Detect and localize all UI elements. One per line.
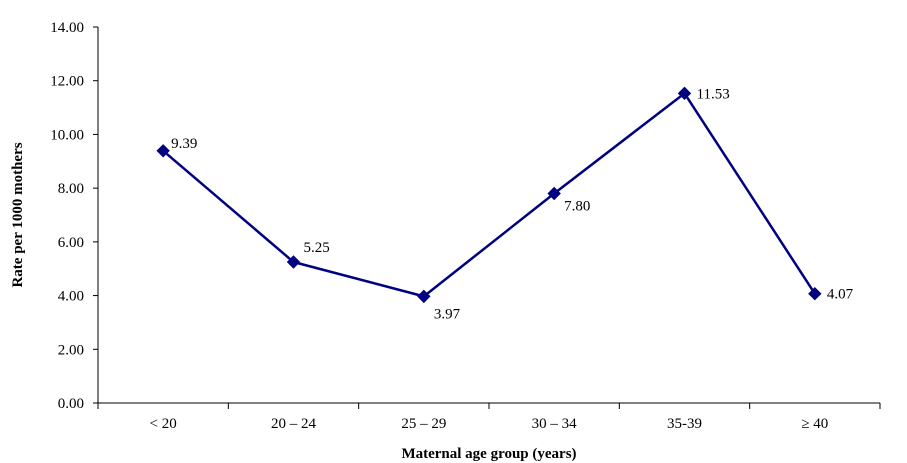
y-tick-label: 8.00 xyxy=(58,181,84,197)
data-point-marker xyxy=(677,86,692,101)
data-point-marker xyxy=(286,255,301,269)
data-point-marker xyxy=(808,286,822,301)
data-point-marker xyxy=(547,186,561,201)
x-tick-label: 30 – 34 xyxy=(532,416,578,432)
x-tick-label: 20 – 24 xyxy=(271,416,317,432)
data-point-marker xyxy=(417,289,431,304)
x-tick-label: 35-39 xyxy=(667,416,702,432)
series-line-group xyxy=(162,92,816,298)
y-tick-label: 0.00 xyxy=(58,396,84,412)
data-label: 4.07 xyxy=(827,287,854,303)
y-tick-label: 10.00 xyxy=(50,127,84,143)
series-markers xyxy=(156,86,822,304)
data-label: 7.80 xyxy=(564,199,590,215)
y-tick-label: 2.00 xyxy=(58,342,84,358)
y-tick-label: 4.00 xyxy=(58,289,84,305)
data-labels: 9.39 5.25 3.97 7.80 11.53 4.07 xyxy=(171,86,853,322)
x-tick-label: 25 – 29 xyxy=(401,416,446,432)
y-axis-ticks: 0.00 2.00 4.00 6.00 8.00 10.00 12.00 14.00 xyxy=(50,20,98,412)
data-label: 9.39 xyxy=(171,136,197,152)
data-label: 3.97 xyxy=(434,306,461,322)
y-tick-label: 6.00 xyxy=(58,235,84,251)
data-label: 5.25 xyxy=(304,240,330,256)
y-axis-title: Rate per 1000 mothers xyxy=(10,142,26,287)
data-label: 11.53 xyxy=(697,86,730,102)
y-tick-label: 12.00 xyxy=(50,74,84,90)
x-tick-label: ≥ 40 xyxy=(801,416,828,432)
x-axis-ticks: < 20 20 – 24 25 – 29 30 – 34 35-39 ≥ 40 xyxy=(97,403,881,432)
x-axis-title: Maternal age group (years) xyxy=(401,446,576,462)
y-tick-label: 14.00 xyxy=(50,20,84,36)
series-line xyxy=(162,92,816,298)
data-point-marker xyxy=(156,144,170,158)
x-tick-label: < 20 xyxy=(150,416,177,432)
